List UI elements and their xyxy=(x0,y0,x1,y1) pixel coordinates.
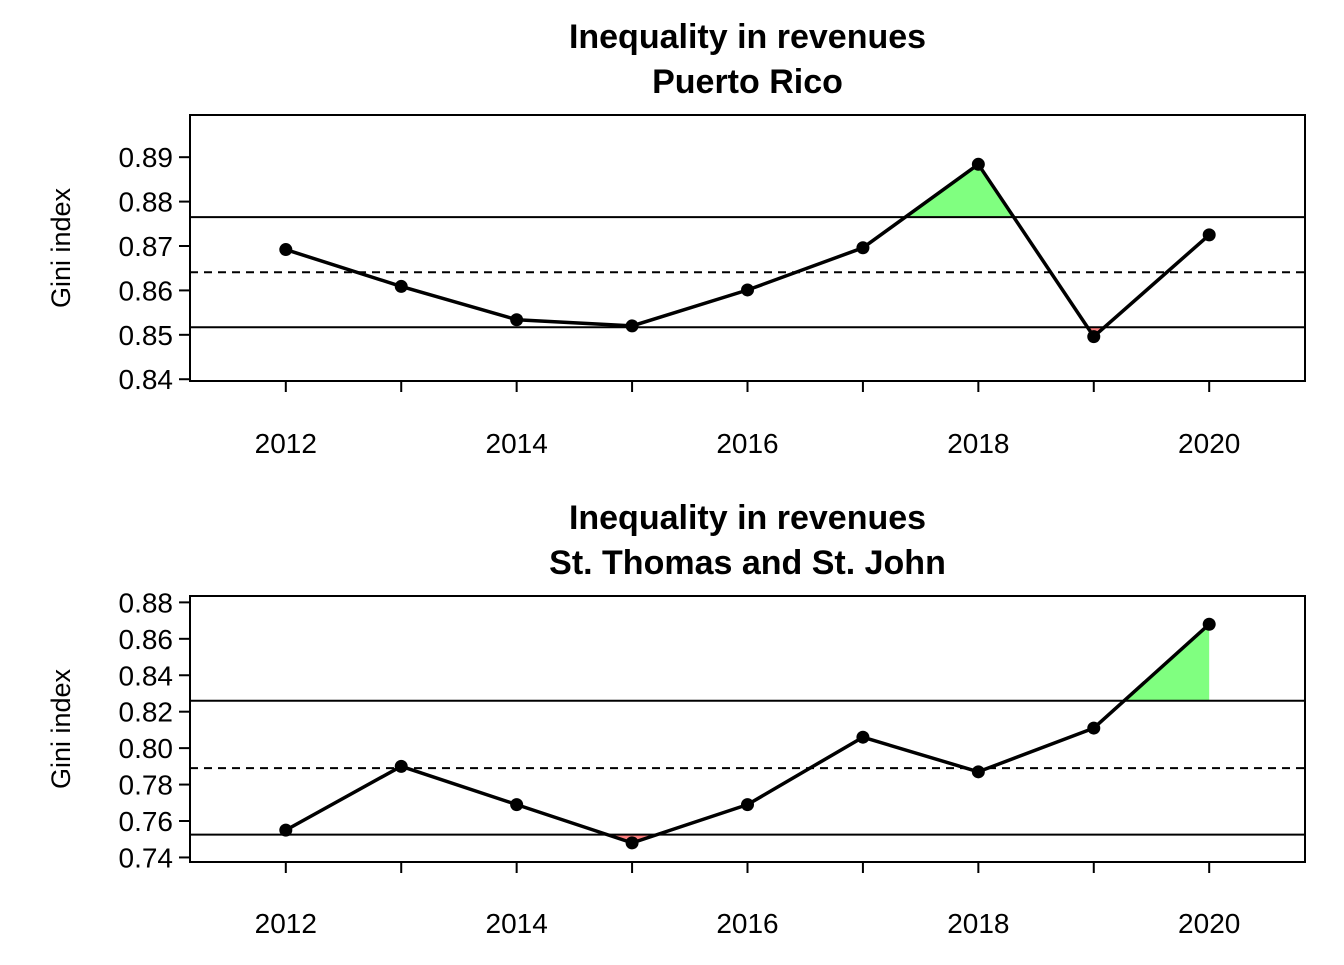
data-point-2016 xyxy=(741,283,754,297)
y-tick-label: 0.84 xyxy=(119,660,174,691)
x-tick-label: 2014 xyxy=(486,428,548,459)
x-tick-label: 2018 xyxy=(947,908,1009,939)
x-tick-label: 2020 xyxy=(1178,428,1240,459)
y-tick-label: 0.88 xyxy=(119,587,174,618)
y-tick-label: 0.78 xyxy=(119,770,174,801)
y-tick-label: 0.86 xyxy=(119,624,174,655)
series-line xyxy=(285,162,1211,339)
y-tick-label: 0.76 xyxy=(119,806,174,837)
y-axis-label: Gini index xyxy=(46,668,76,789)
data-point-2015 xyxy=(625,319,639,333)
data-point-2019 xyxy=(1087,330,1101,344)
data-point-2012 xyxy=(279,823,293,837)
y-tick-label: 0.87 xyxy=(119,231,174,262)
data-point-2016 xyxy=(741,798,754,812)
y-tick-label: 0.89 xyxy=(119,142,174,173)
y-tick-label: 0.82 xyxy=(119,697,174,728)
x-tick-label: 2012 xyxy=(255,908,317,939)
y-tick-label: 0.86 xyxy=(119,275,174,306)
chart-panel-1: Inequality in revenues Puerto Rico Gini in… xyxy=(46,18,1306,459)
data-point-2013 xyxy=(394,759,408,773)
data-point-2015 xyxy=(625,836,639,850)
plot-frame xyxy=(189,114,1306,382)
chart-title: Inequality in revenues xyxy=(569,499,926,537)
y-tick-label: 0.84 xyxy=(119,364,174,395)
data-point-2017 xyxy=(856,730,870,744)
y-tick-label: 0.74 xyxy=(119,842,174,873)
chart-subtitle: St. Thomas and St. John xyxy=(549,544,946,582)
x-tick-label: 2012 xyxy=(255,428,317,459)
chart-title: Inequality in revenues xyxy=(569,18,926,56)
data-point-2018 xyxy=(971,765,985,779)
y-tick-label: 0.80 xyxy=(119,733,174,764)
x-tick-label: 2020 xyxy=(1178,908,1240,939)
data-point-2020 xyxy=(1202,617,1216,631)
x-tick-label: 2014 xyxy=(486,908,548,939)
x-tick-label: 2018 xyxy=(947,428,1009,459)
y-tick-label: 0.85 xyxy=(119,320,174,351)
chart-panel-2: Inequality in revenues St. Thomas and St.… xyxy=(46,499,1306,939)
data-point-2014 xyxy=(510,798,524,812)
data-point-2013 xyxy=(394,279,408,293)
data-point-2020 xyxy=(1202,228,1216,242)
data-point-2014 xyxy=(510,313,524,327)
y-axis-label: Gini index xyxy=(46,187,76,308)
x-tick-label: 2016 xyxy=(716,908,778,939)
data-point-2019 xyxy=(1087,721,1101,735)
y-tick-label: 0.88 xyxy=(119,187,174,218)
data-point-2012 xyxy=(279,243,293,257)
chart-subtitle: Puerto Rico xyxy=(652,63,843,101)
plot-frame xyxy=(189,595,1306,863)
data-point-2018 xyxy=(971,157,985,171)
x-tick-label: 2016 xyxy=(716,428,778,459)
data-point-2017 xyxy=(856,241,870,255)
